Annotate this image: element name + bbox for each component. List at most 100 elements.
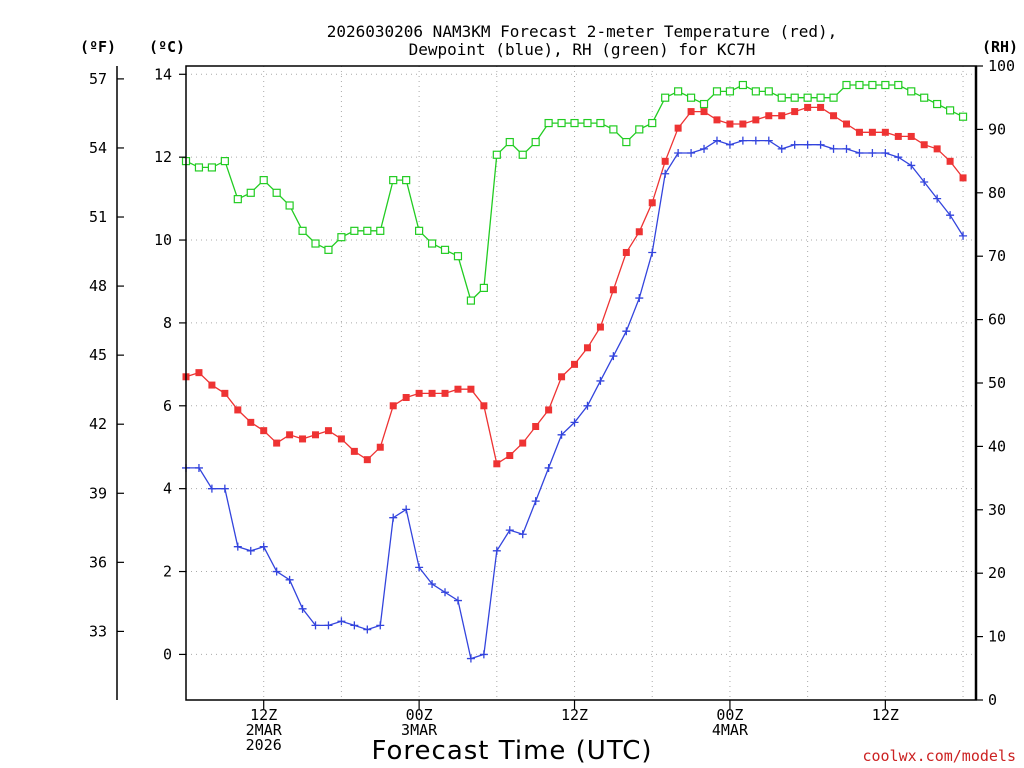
series-1-point-27 (531, 497, 540, 506)
x-tick-label-24-0: 00Z (406, 706, 433, 724)
series-1-point-8 (285, 575, 294, 584)
series-1-point-57 (920, 178, 929, 187)
series-1-point-37 (661, 169, 670, 178)
series-1-point-25 (505, 526, 514, 535)
series-2-point-25 (505, 137, 514, 147)
series-1-point-32 (596, 376, 605, 385)
series-1-point-34 (622, 327, 631, 336)
series-1-point-2 (207, 484, 216, 493)
series-2-point-16 (389, 176, 398, 185)
series-0-point-52 (855, 128, 863, 136)
series-line-2 (185, 84, 964, 302)
series-1-point-12 (337, 617, 346, 626)
fahrenheit-tick-label-39: 39 (89, 484, 107, 502)
series-1-point-24 (492, 546, 501, 555)
series-0-point-18 (415, 389, 423, 397)
series-1-point-45 (764, 136, 773, 145)
series-0-point-37 (661, 157, 669, 165)
celsius-unit-label: (ºC) (149, 38, 185, 56)
series-2-point-9 (298, 226, 307, 235)
series-0-point-50 (830, 112, 838, 120)
series-1-point-33 (609, 352, 618, 361)
series-0-point-8 (286, 431, 294, 439)
series-0-point-13 (350, 447, 358, 455)
series-0-point-15 (376, 443, 384, 451)
series-2-point-18 (415, 226, 424, 235)
series-1-point-16 (389, 513, 398, 522)
series-1-point-55 (894, 153, 903, 162)
x-tick-label-12-0: 12Z (250, 706, 277, 724)
series-2-point-60 (958, 112, 968, 121)
series-2-point-53 (868, 80, 877, 90)
series-0-point-1 (195, 369, 203, 377)
series-1-point-29 (557, 430, 566, 439)
series-2-point-29 (557, 118, 566, 128)
x-tick-label-48-1: 4MAR (712, 721, 749, 739)
series-2-point-59 (945, 106, 955, 115)
series-2-point-47 (790, 93, 799, 102)
series-0-point-3 (221, 389, 229, 397)
chart-title-line1: 2026030206 NAM3KM Forecast 2-meter Tempe… (327, 22, 838, 41)
series-1-point-41 (712, 136, 721, 145)
series-2-point-35 (635, 125, 644, 134)
series-2-point-6 (259, 176, 268, 185)
series-0-point-45 (765, 112, 773, 120)
series-0-point-19 (428, 389, 436, 397)
series-1-point-7 (272, 567, 281, 576)
series-0-point-57 (920, 141, 928, 149)
series-0-point-60 (959, 174, 967, 182)
series-1-point-60 (959, 231, 968, 240)
series-0-point-5 (247, 418, 255, 426)
series-0-point-9 (299, 435, 307, 443)
series-1-point-52 (855, 149, 864, 158)
series-1-point-50 (829, 144, 838, 153)
rh-tick-label-40: 40 (988, 437, 1006, 455)
fahrenheit-unit-label: (ºF) (80, 38, 116, 56)
series-1-point-9 (298, 604, 307, 613)
series-0-point-54 (881, 128, 889, 136)
series-2-point-51 (842, 80, 851, 90)
rh-tick-label-0: 0 (988, 691, 997, 709)
series-1-point-49 (816, 140, 825, 149)
plot-area-frame (185, 65, 977, 701)
series-2-point-30 (570, 118, 579, 128)
series-2-point-31 (583, 118, 592, 128)
series-0-point-20 (441, 389, 449, 397)
series-0-point-35 (635, 228, 643, 236)
x-tick-label-48-0: 00Z (716, 706, 743, 724)
fahrenheit-tick-label-54: 54 (89, 139, 107, 157)
rh-tick-label-10: 10 (988, 628, 1006, 646)
series-2-point-23 (479, 283, 488, 292)
axis-labels: 0 2 4 6 8 10 12 14 33 36 39 42 45 48 51 54 57 0 10 20 30 40 50… (89, 57, 1015, 754)
series-0-point-53 (868, 128, 876, 136)
series-2-point-54 (881, 80, 890, 90)
series-1-point-18 (415, 563, 424, 572)
series-1-point-31 (583, 401, 592, 410)
rh-tick-label-80: 80 (988, 184, 1006, 202)
series-0-point-56 (907, 132, 915, 140)
series-1-point-23 (479, 650, 488, 659)
fahrenheit-tick-label-45: 45 (89, 346, 107, 364)
series-1-point-4 (233, 542, 242, 551)
series-2-point-41 (712, 87, 722, 96)
series-2-point-5 (246, 188, 255, 197)
series-1-point-36 (648, 248, 657, 257)
series-1-point-20 (441, 588, 450, 597)
series-1-point-30 (570, 418, 579, 427)
chart-title-line2: Dewpoint (blue), RH (green) for KC7H (409, 40, 756, 59)
rh-tick-label-60: 60 (988, 311, 1006, 329)
series-0-point-27 (532, 423, 540, 431)
series-2-point-50 (829, 93, 838, 102)
series-2-point-10 (311, 239, 320, 248)
series-0-point-31 (583, 344, 591, 352)
series-layer (181, 80, 968, 663)
rh-tick-label-20: 20 (988, 564, 1006, 582)
series-1-point-15 (376, 621, 385, 630)
series-2-point-27 (531, 137, 540, 147)
series-2-point-58 (933, 99, 942, 109)
fahrenheit-tick-label-48: 48 (89, 277, 107, 295)
series-1-point-3 (220, 484, 229, 493)
series-0-point-34 (622, 248, 630, 256)
rh-tick-label-70: 70 (988, 247, 1006, 265)
